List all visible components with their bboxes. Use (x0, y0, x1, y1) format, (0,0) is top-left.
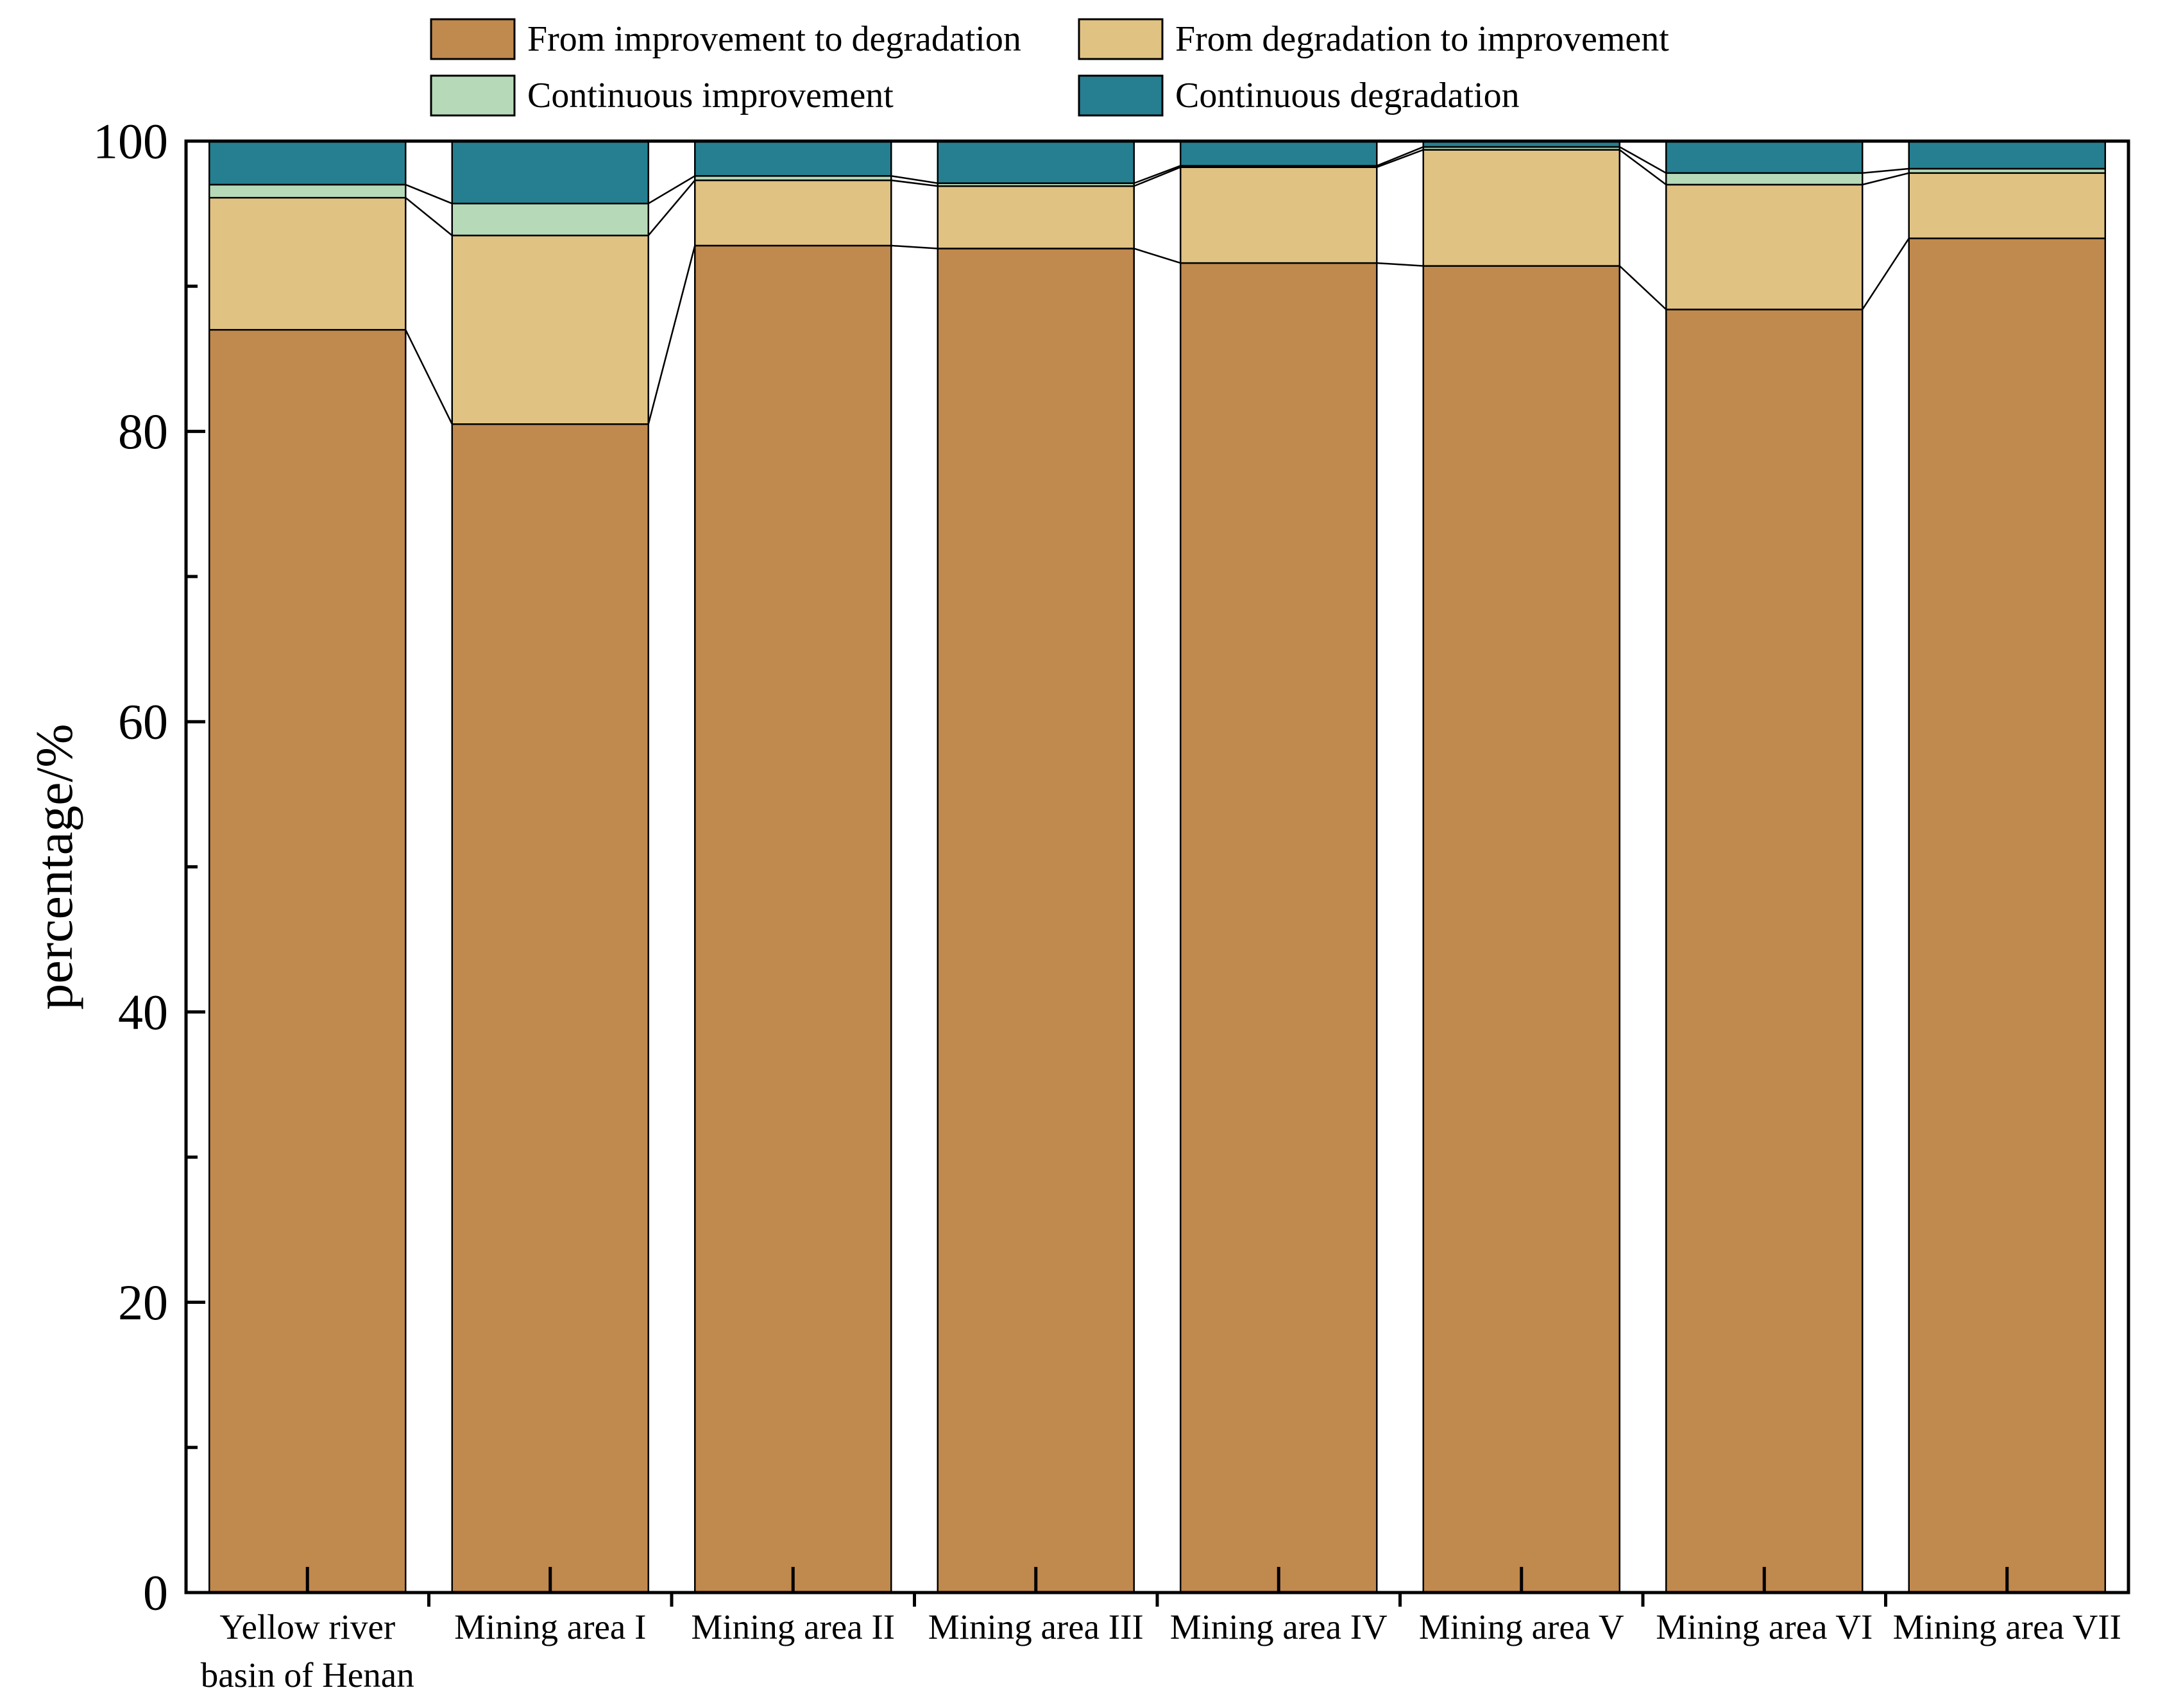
bar-from-degradation-to-improvement-1 (451, 234, 649, 425)
connector-line (1862, 172, 1910, 186)
y-tick-label: 0 (143, 1565, 168, 1621)
x-tick-label: Mining area VII (1893, 1607, 2121, 1646)
bar-stacks (208, 140, 2106, 1594)
connector-line (1134, 165, 1181, 184)
connector-line (405, 197, 453, 237)
connector-line (1862, 237, 1910, 310)
y-tick-label: 20 (118, 1274, 168, 1330)
y-tick-label: 40 (118, 984, 168, 1040)
bar-from-degradation-to-improvement-4 (1180, 166, 1378, 264)
connector-line (1134, 166, 1181, 187)
connector-line (1862, 167, 1909, 174)
bar-from-improvement-to-degradation-4 (1180, 262, 1378, 1594)
x-tick-label: Mining area IV (1170, 1607, 1388, 1646)
bar-continuous-improvement-0 (208, 183, 407, 199)
legend-label-continuous-degradation: Continuous degradation (1175, 76, 1520, 115)
bar-continuous-degradation-7 (1908, 140, 2106, 170)
bar-continuous-degradation-6 (1665, 140, 1864, 174)
legend-swatch-continuous-improvement (430, 74, 516, 117)
connector-line (891, 179, 938, 187)
bar-from-improvement-to-degradation-3 (937, 248, 1135, 1594)
bar-continuous-improvement-6 (1665, 172, 1864, 186)
connector-line (1376, 149, 1424, 168)
bar-continuous-degradation-0 (208, 140, 407, 186)
connector-line (891, 175, 938, 184)
x-tick-label: basin of Henan (201, 1655, 414, 1695)
bar-from-improvement-to-degradation-0 (208, 328, 407, 1594)
connector-line (648, 175, 695, 205)
legend-label-from-degradation-to-improvement: From degradation to improvement (1175, 19, 1669, 59)
x-tick-label: Mining area V (1419, 1607, 1624, 1646)
connector-line (405, 329, 453, 425)
connector-line (1618, 265, 1667, 310)
x-tick-label: Mining area II (691, 1607, 895, 1646)
legend: From improvement to degradation From degr… (430, 18, 1669, 117)
connector-line (647, 180, 696, 236)
bar-from-degradation-to-improvement-7 (1908, 172, 2106, 239)
y-tick-label: 60 (118, 694, 168, 750)
y-tick-label: 80 (118, 403, 168, 459)
connector-line (1376, 146, 1424, 167)
connector-line (647, 245, 696, 425)
bar-continuous-degradation-4 (1180, 140, 1378, 167)
y-axis-label: percentage/% (25, 723, 83, 1010)
bar-continuous-degradation-3 (937, 140, 1135, 184)
y-tick-label: 100 (93, 114, 168, 169)
bar-from-improvement-to-degradation-2 (694, 244, 892, 1594)
bar-continuous-degradation-1 (451, 140, 649, 205)
connector-line (891, 244, 938, 249)
bar-from-degradation-to-improvement-3 (937, 185, 1135, 249)
x-tick-label: Mining area III (928, 1607, 1144, 1646)
legend-swatch-continuous-degradation (1078, 74, 1164, 117)
connector-line (1619, 149, 1667, 185)
legend-label-continuous-improvement: Continuous improvement (527, 76, 894, 115)
bar-from-improvement-to-degradation-7 (1908, 237, 2106, 1594)
connector-line (405, 183, 453, 205)
stack-connector-lines (405, 146, 1910, 425)
bar-from-degradation-to-improvement-2 (694, 179, 892, 247)
bar-from-degradation-to-improvement-5 (1422, 149, 1620, 267)
connector-line (1134, 248, 1181, 264)
bar-from-degradation-to-improvement-0 (208, 197, 407, 331)
bar-from-improvement-to-degradation-5 (1422, 265, 1620, 1594)
x-tick-label: Mining area I (454, 1607, 646, 1646)
connector-line (1619, 146, 1667, 174)
x-tick-label: Mining area VI (1656, 1607, 1873, 1646)
bar-from-improvement-to-degradation-6 (1665, 309, 1864, 1594)
legend-swatch-from-improvement-to-degradation (430, 18, 516, 60)
connector-line (1377, 262, 1423, 267)
legend-label-from-improvement-to-degradation: From improvement to degradation (527, 19, 1021, 59)
bar-from-degradation-to-improvement-6 (1665, 183, 1864, 310)
bar-from-improvement-to-degradation-1 (451, 423, 649, 1594)
x-tick-label: Yellow river (219, 1607, 395, 1646)
legend-swatch-from-degradation-to-improvement (1078, 18, 1164, 60)
bar-continuous-degradation-2 (694, 140, 892, 177)
axes: 0 20 40 60 80 100 Yellow river basin of Henan Mi… (93, 114, 2130, 1695)
bar-continuous-improvement-1 (451, 203, 649, 237)
